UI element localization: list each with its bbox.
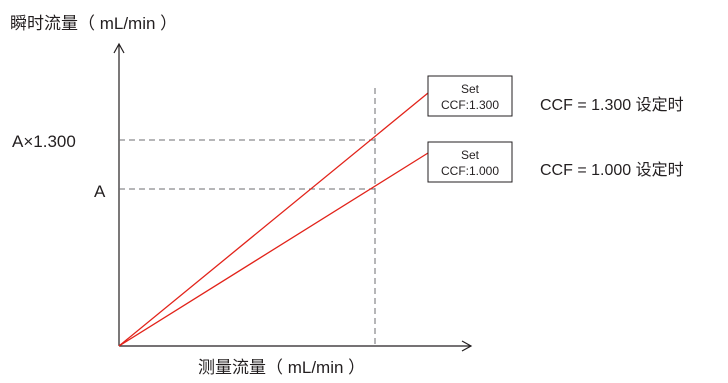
setting-box-ccf-1300: Set CCF:1.300 [427, 75, 513, 117]
x-axis-label: 测量流量（ mL/min ） [198, 358, 365, 377]
caption-ccf-1300: CCF = 1.300 设定时 [540, 96, 684, 114]
setting-box-title: Set [461, 148, 480, 162]
lower-level-label: A [94, 182, 106, 201]
line-ccf-1000 [118, 152, 429, 347]
setting-box-ccf-1000: Set CCF:1.000 [427, 141, 513, 183]
setting-box-value: CCF:1.000 [441, 164, 499, 178]
caption-ccf-1000: CCF = 1.000 设定时 [540, 161, 684, 179]
line-ccf-1300 [118, 92, 429, 347]
setting-box-title: Set [461, 82, 480, 96]
y-axis-label: 瞬时流量（ mL/min ） [10, 14, 177, 33]
setting-box-value: CCF:1.300 [441, 98, 499, 112]
upper-level-label: A×1.300 [12, 132, 76, 151]
